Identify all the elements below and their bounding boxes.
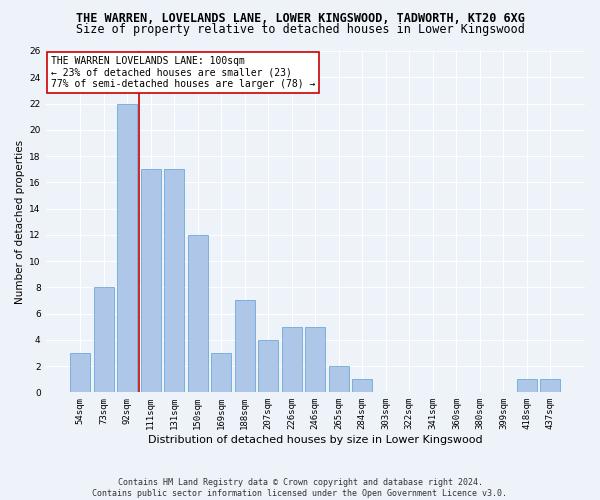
Bar <box>140 169 161 392</box>
Bar <box>211 353 231 393</box>
Text: THE WARREN, LOVELANDS LANE, LOWER KINGSWOOD, TADWORTH, KT20 6XG: THE WARREN, LOVELANDS LANE, LOWER KINGSW… <box>76 12 524 26</box>
Text: Contains HM Land Registry data © Crown copyright and database right 2024.
Contai: Contains HM Land Registry data © Crown c… <box>92 478 508 498</box>
Text: Size of property relative to detached houses in Lower Kingswood: Size of property relative to detached ho… <box>76 22 524 36</box>
Bar <box>235 300 254 392</box>
Bar <box>164 169 184 392</box>
Bar <box>352 379 373 392</box>
Bar <box>517 379 537 392</box>
Bar <box>282 326 302 392</box>
Y-axis label: Number of detached properties: Number of detached properties <box>15 140 25 304</box>
Bar <box>117 104 137 393</box>
Bar <box>70 353 90 393</box>
Bar <box>305 326 325 392</box>
Bar <box>541 379 560 392</box>
X-axis label: Distribution of detached houses by size in Lower Kingswood: Distribution of detached houses by size … <box>148 435 482 445</box>
Text: THE WARREN LOVELANDS LANE: 100sqm
← 23% of detached houses are smaller (23)
77% : THE WARREN LOVELANDS LANE: 100sqm ← 23% … <box>51 56 315 90</box>
Bar <box>258 340 278 392</box>
Bar <box>94 288 113 393</box>
Bar <box>188 235 208 392</box>
Bar <box>329 366 349 392</box>
